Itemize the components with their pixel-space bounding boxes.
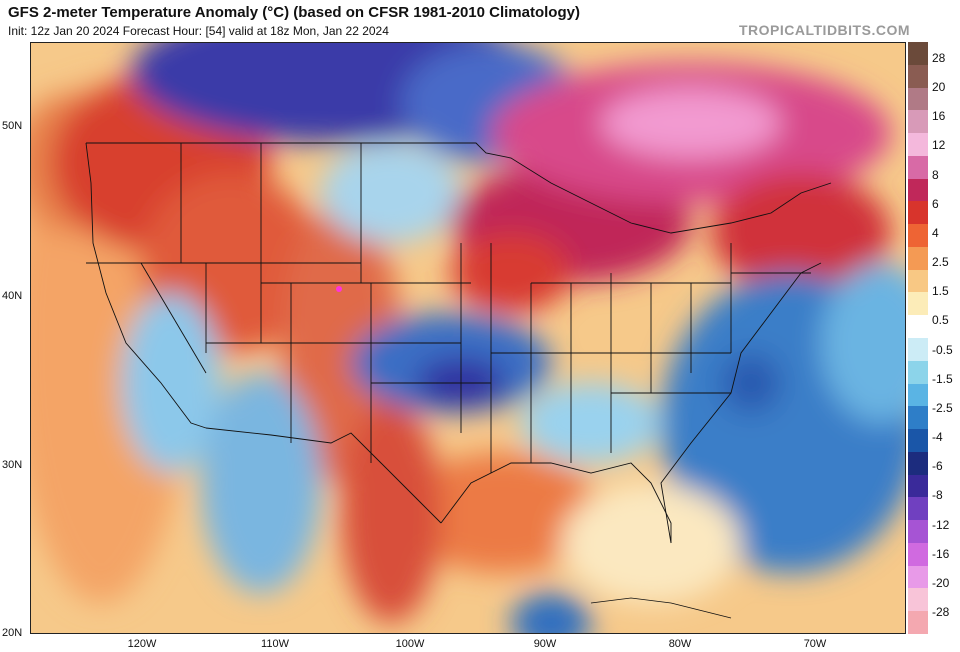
legend-label: -6	[932, 459, 943, 474]
legend-swatch	[908, 133, 960, 156]
map-subtitle: Init: 12z Jan 20 2024 Forecast Hour: [54…	[8, 24, 389, 38]
lat-label-20n: 20N	[2, 627, 23, 639]
legend-label: -16	[932, 546, 950, 561]
legend-label: -4	[932, 430, 943, 445]
legend-swatch	[908, 315, 960, 338]
legend-label: 12	[932, 138, 946, 153]
legend-label: -8	[932, 488, 943, 503]
legend-swatch	[908, 269, 960, 293]
cuba-outline	[590, 597, 732, 619]
legend-label: -20	[932, 575, 950, 590]
legend-swatch	[908, 542, 960, 566]
map-title: GFS 2-meter Temperature Anomaly (°C) (ba…	[8, 4, 580, 21]
legend-swatch	[908, 497, 960, 521]
legend-label: 20	[932, 80, 946, 95]
legend-label: 28	[932, 51, 946, 65]
state-borders	[85, 142, 832, 544]
legend-swatch	[908, 292, 960, 316]
color-legend: 28 20 16 12 8 6 4 2.5 1.5 0.5 -0.5 -1.5 -2.5 -4 -6 -8 -1…	[908, 42, 960, 634]
legend-swatch	[908, 110, 960, 134]
legend-label: 2.5	[932, 255, 949, 270]
station-marker	[336, 286, 342, 292]
anomaly-map	[30, 42, 906, 634]
legend-swatch	[908, 588, 960, 612]
legend-swatch	[908, 246, 960, 270]
legend-swatch	[908, 87, 960, 111]
legend-swatch	[908, 64, 960, 88]
legend-label: 6	[932, 196, 939, 211]
lon-label-70w: 70W	[803, 638, 827, 650]
legend-label: -12	[932, 517, 950, 532]
lon-label-90w: 90W	[533, 638, 557, 650]
legend-swatch	[908, 338, 960, 361]
legend-swatch	[908, 155, 960, 179]
lat-label-40n: 40N	[2, 290, 23, 302]
legend-swatch	[908, 201, 960, 225]
lat-label-50n: 50N	[2, 120, 23, 132]
legend-swatch	[908, 451, 960, 475]
legend-swatch	[908, 520, 960, 543]
legend-swatch	[908, 224, 960, 247]
legend-label: 1.5	[932, 284, 949, 299]
legend-swatch	[908, 383, 960, 407]
legend-swatch	[908, 611, 960, 634]
legend-swatch	[908, 178, 960, 202]
legend-swatch	[908, 42, 960, 65]
lon-label-80w: 80W	[668, 638, 692, 650]
legend-label: -2.5	[932, 400, 953, 415]
legend-swatch	[908, 429, 960, 452]
lon-label-100w: 100W	[395, 638, 425, 650]
legend-label: 16	[932, 109, 946, 124]
legend-label: 4	[932, 225, 939, 240]
legend-swatch	[908, 474, 960, 498]
legend-label: 8	[932, 167, 939, 182]
legend-label: -1.5	[932, 371, 953, 386]
legend-label: 0.5	[932, 313, 949, 328]
lat-label-30n: 30N	[2, 459, 23, 471]
legend-swatch	[908, 360, 960, 384]
legend-swatch	[908, 406, 960, 430]
legend-label: -0.5	[932, 342, 953, 357]
anomaly-map-canvas	[31, 43, 905, 633]
legend-swatch	[908, 565, 960, 589]
source-watermark: TROPICALTIDBITS.COM	[738, 22, 910, 38]
lon-label-120w: 120W	[127, 638, 157, 650]
lon-label-110w: 110W	[261, 638, 289, 650]
legend-label: -28	[932, 605, 950, 620]
